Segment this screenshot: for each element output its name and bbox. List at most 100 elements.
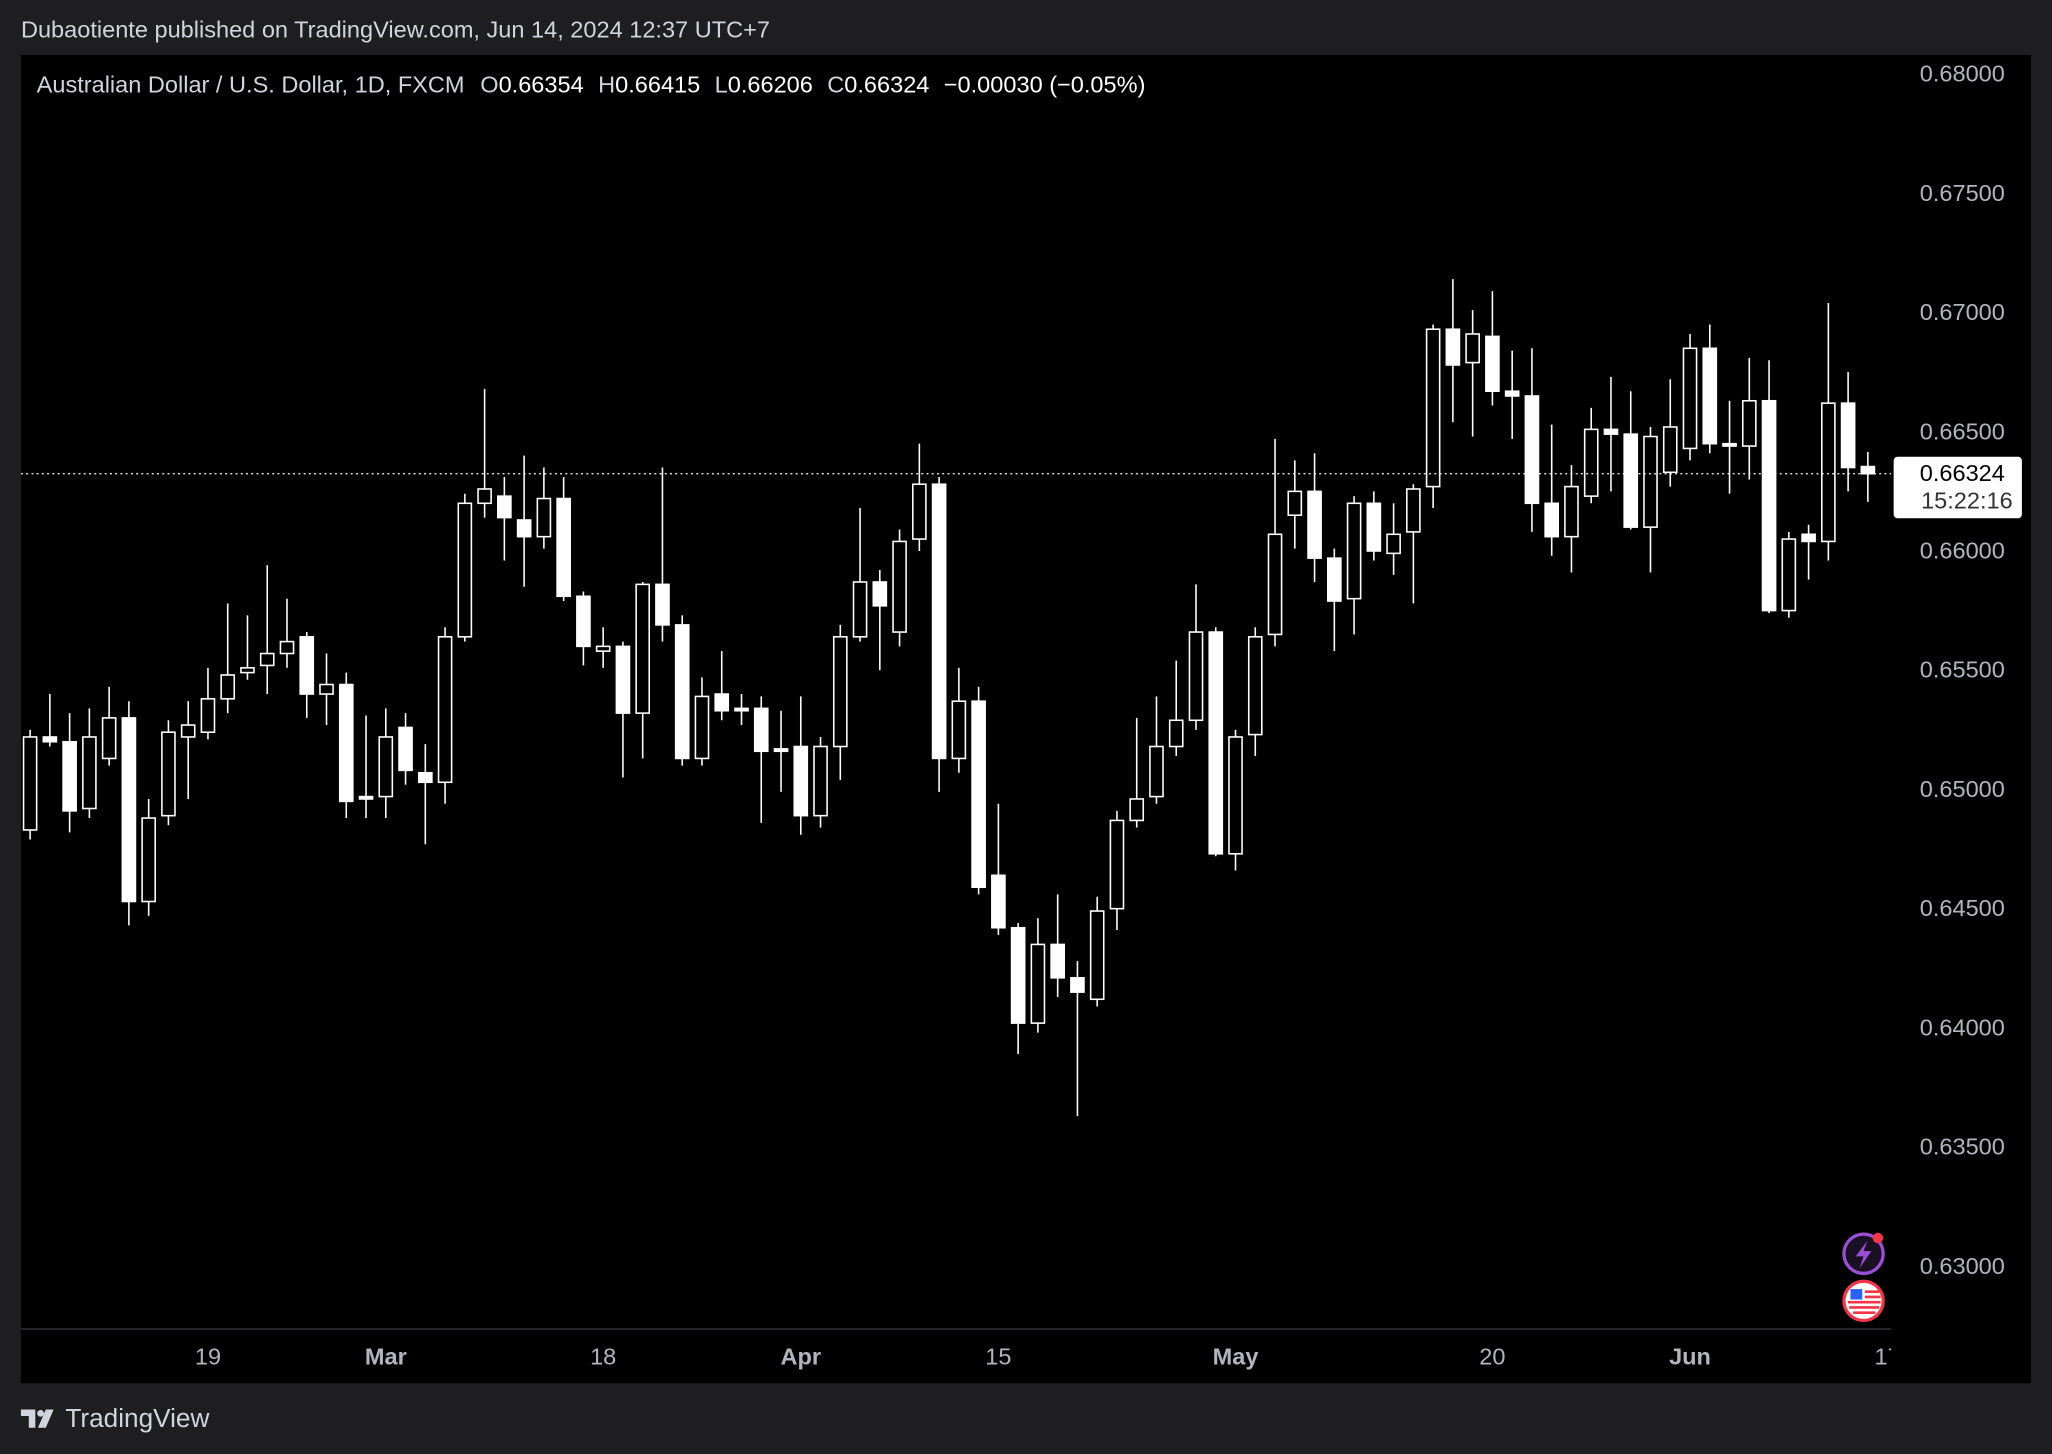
brand-name[interactable]: TradingView — [65, 1403, 209, 1433]
candle-body — [892, 540, 907, 633]
candle-body — [1702, 347, 1718, 445]
candle-body — [82, 736, 97, 810]
x-tick-label: 19 — [195, 1344, 221, 1370]
x-tick-label: Apr — [780, 1344, 821, 1370]
candle-body — [912, 483, 927, 540]
candle-body — [1188, 631, 1204, 722]
candle-body — [1860, 465, 1876, 475]
candle-body — [240, 667, 255, 674]
candle-body — [1781, 538, 1797, 612]
ohlc-key: C — [827, 72, 844, 98]
candle-body — [1267, 533, 1283, 636]
candle-body — [338, 683, 354, 803]
y-tick-label: 0.65000 — [1920, 776, 2005, 802]
candle-body — [1346, 502, 1362, 600]
candle-body — [635, 583, 651, 714]
x-tick-label: 17 — [1875, 1344, 1901, 1370]
candle-body — [220, 674, 236, 700]
y-tick-label: 0.63500 — [1920, 1134, 2005, 1160]
ohlc-value: 0.66206 — [728, 72, 813, 98]
candle-body — [477, 488, 492, 505]
candle-body — [852, 581, 868, 638]
candle-body — [595, 645, 611, 652]
candle-body — [497, 495, 512, 519]
candle-body — [576, 595, 591, 648]
candle-body — [161, 731, 176, 817]
candle-body — [1247, 636, 1263, 736]
candle-body — [734, 707, 749, 712]
ohlc-key: L — [715, 72, 728, 98]
candle-body — [1445, 328, 1461, 366]
candle-body — [437, 636, 453, 784]
candle-body — [516, 519, 532, 538]
y-tick-label: 0.68000 — [1920, 61, 2005, 87]
candle-body — [872, 581, 888, 607]
candle-body — [1307, 490, 1322, 559]
candle-body — [1603, 428, 1619, 435]
candle-body — [358, 795, 374, 800]
candle-body — [674, 624, 690, 760]
candle-body — [1109, 819, 1125, 910]
candle-body — [299, 636, 315, 695]
candle-body — [1722, 442, 1737, 447]
candle-body — [714, 693, 730, 712]
y-tick-label: 0.64500 — [1920, 895, 2005, 921]
x-tick-label: May — [1213, 1344, 1259, 1370]
candle-body — [615, 645, 631, 714]
logo-mark — [20, 1409, 54, 1428]
candle-body — [1050, 943, 1065, 979]
candle-body — [1089, 910, 1105, 1001]
candle-body — [1662, 426, 1678, 474]
candle-body — [1761, 399, 1777, 612]
candle-body — [1840, 402, 1856, 469]
candle-body — [1326, 557, 1342, 602]
flag-stripes — [1847, 1290, 1881, 1314]
candle-body — [1168, 719, 1184, 748]
ohlc-value: 0.66415 — [615, 72, 700, 98]
icons — [1842, 1232, 1885, 1323]
logo-dot — [37, 1409, 44, 1417]
candle-body — [1070, 977, 1085, 993]
y-tick-label: 0.65500 — [1920, 657, 2005, 683]
candle-body — [1386, 533, 1401, 555]
alert-dot — [1872, 1232, 1884, 1244]
last-price-box — [1893, 456, 2022, 519]
countdown-label: 15:22:16 — [1921, 488, 2013, 514]
candle-body — [180, 724, 196, 738]
candle-body — [991, 874, 1006, 929]
candle-body — [259, 652, 275, 667]
price-axis: 0.63000 0.63500 0.64000 0.64500 0.65000 0.655… — [1891, 61, 2022, 1279]
candle-body — [1465, 333, 1480, 364]
candle-body — [1643, 435, 1658, 528]
candle-body — [279, 640, 295, 655]
candle-body — [1149, 745, 1164, 798]
candle-body — [1741, 399, 1757, 447]
flag-icon[interactable] — [1842, 1279, 1885, 1323]
candle-body — [832, 636, 848, 748]
candle-body — [1406, 488, 1421, 533]
chart-panel — [20, 54, 2032, 1384]
candle-body — [200, 698, 216, 733]
ohlc-key: O — [480, 72, 498, 98]
candle-body — [1010, 926, 1026, 1024]
candle-body — [1425, 328, 1441, 488]
candle-body — [121, 717, 137, 903]
candle-body — [42, 736, 58, 743]
candle-body — [655, 583, 670, 626]
alert-bolt — [1855, 1240, 1872, 1269]
x-tick-label: 20 — [1479, 1344, 1505, 1370]
candle-body — [1544, 502, 1560, 538]
flag-canton — [1850, 1289, 1863, 1300]
symbol-legend: Australian Dollar / U.S. Dollar, 1D, FXC… — [37, 72, 1146, 98]
candle-body — [536, 497, 552, 538]
candle-body — [1287, 490, 1303, 516]
candle-body — [1030, 943, 1046, 1024]
candle-body — [1583, 428, 1599, 497]
candle-body — [1524, 395, 1540, 505]
brand-logo: TradingView — [20, 1403, 209, 1433]
change-value: −0.00030 (−0.05%) — [944, 72, 1146, 98]
y-tick-label: 0.67000 — [1920, 299, 2005, 325]
y-tick-label: 0.66000 — [1920, 538, 2005, 564]
